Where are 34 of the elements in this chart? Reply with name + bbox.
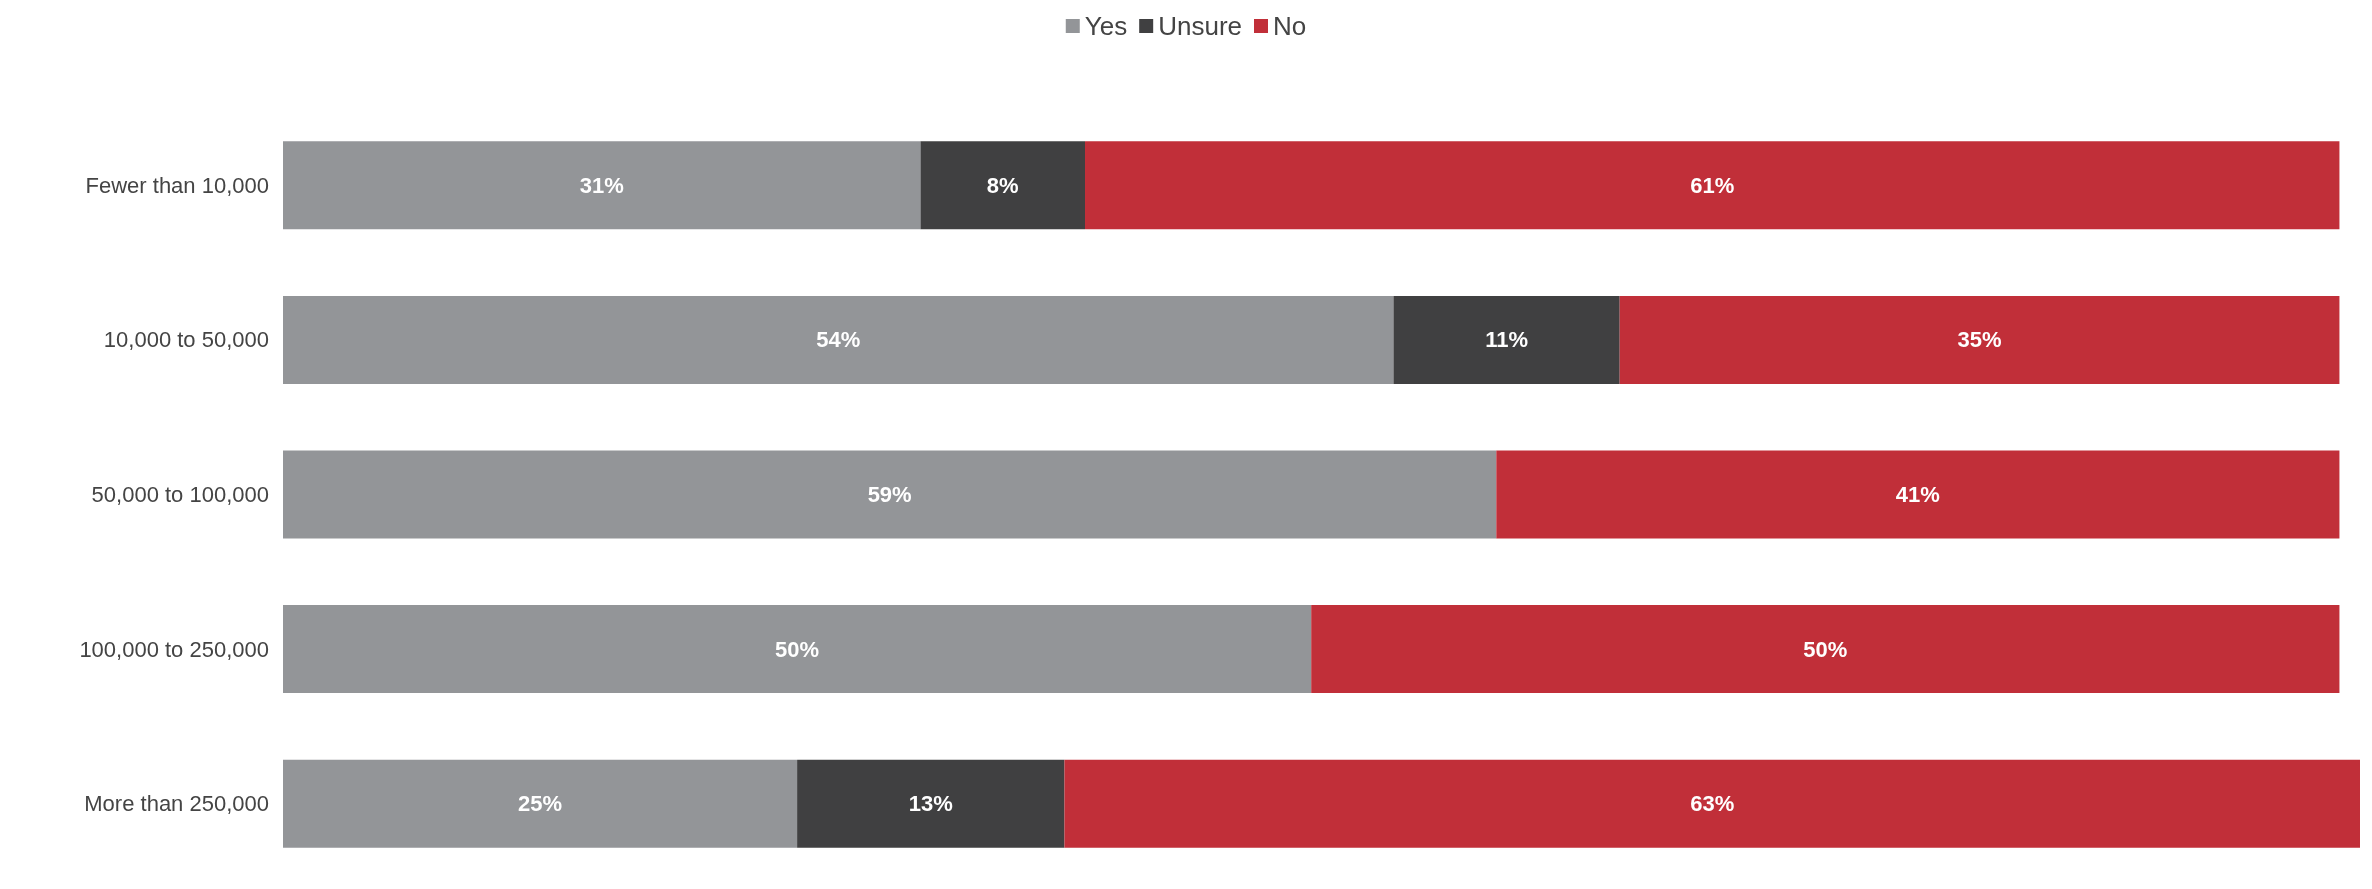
data-label: 54%	[816, 327, 861, 353]
legend-label: Unsure	[1158, 11, 1243, 41]
bar	[1085, 141, 2340, 230]
bar	[283, 759, 798, 848]
data-label: 13%	[908, 791, 953, 817]
data-label: 41%	[1895, 482, 1940, 507]
y-tick-label: 50,000 to 100,000	[91, 482, 269, 507]
y-tick-label: 100,000 to 250,000	[79, 636, 269, 662]
bar	[1496, 450, 2340, 539]
bar	[283, 141, 921, 230]
data-label: 59%	[867, 482, 912, 507]
bar	[1619, 295, 2340, 384]
data-label: 50%	[775, 636, 820, 662]
data-label: 35%	[1957, 327, 2002, 353]
legend-label: No	[1273, 11, 1307, 41]
bar	[1393, 295, 1620, 384]
bar	[283, 605, 1312, 694]
y-tick-label: Fewer than 10,000	[85, 172, 269, 198]
data-label: 31%	[579, 172, 624, 198]
data-label: 25%	[518, 791, 563, 817]
bar	[283, 295, 1394, 384]
bar	[920, 141, 1086, 230]
data-label: 63%	[1690, 791, 1735, 817]
data-label: 61%	[1690, 172, 1735, 198]
bar	[1311, 605, 2340, 694]
bar	[283, 450, 1497, 539]
y-tick-label: More than 250,000	[84, 791, 269, 817]
legend-label: Yes	[1084, 11, 1128, 41]
bar	[1064, 759, 2360, 848]
y-tick-label: 10,000 to 50,000	[103, 327, 269, 353]
data-label: 8%	[986, 172, 1019, 198]
data-label: 11%	[1485, 327, 1528, 353]
data-label: 50%	[1803, 636, 1848, 662]
bar	[797, 759, 1065, 848]
